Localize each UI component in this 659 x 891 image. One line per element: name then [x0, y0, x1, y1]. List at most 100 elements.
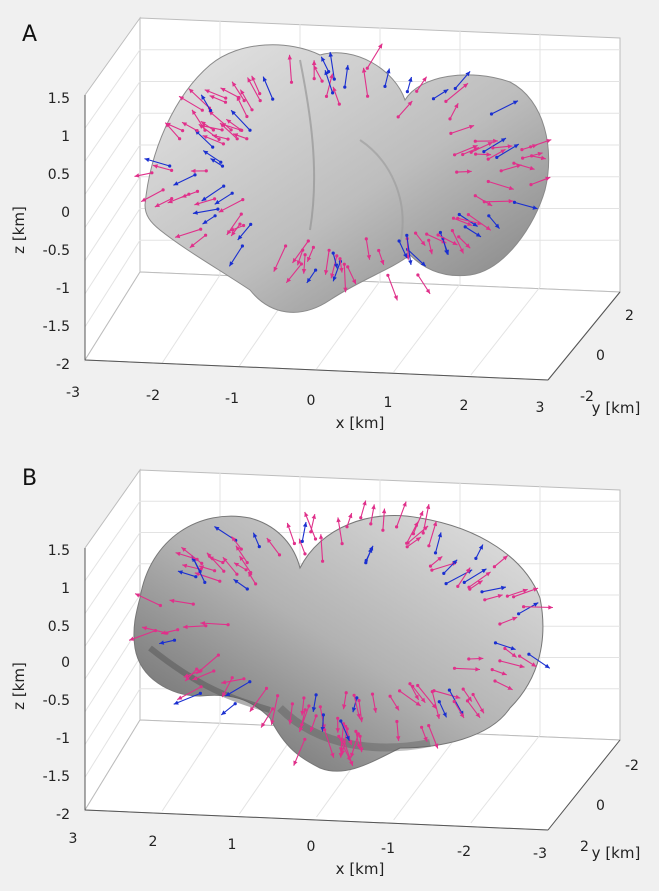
panel-a: A 1.5 1 0.5 0 -0.5 -1 -1 [0, 0, 659, 440]
surface-point [416, 684, 419, 687]
surface-point [487, 180, 490, 183]
surface-point [241, 244, 244, 247]
surface-point [343, 86, 346, 89]
surface-point [211, 146, 214, 149]
surface-point [454, 87, 457, 90]
panel-b: 1.5 1 0.5 0 -0.5 -1 -1.5 -2 3 2 1 0 -1 -… [0, 448, 659, 887]
surface-point [328, 249, 331, 252]
surface-point [458, 213, 461, 216]
surface-point [159, 604, 162, 607]
surface-point [437, 233, 440, 236]
surface-point [512, 162, 515, 165]
surface-point [200, 562, 203, 565]
surface-point [369, 522, 372, 525]
y-tick: 2 [580, 839, 589, 855]
surface-point [254, 582, 257, 585]
surface-point [224, 101, 227, 104]
surface-point [323, 728, 326, 731]
x-tick: -2 [146, 388, 160, 404]
surface-point [248, 129, 251, 132]
y-axis-label: y [km] [592, 399, 641, 417]
surface-point [430, 569, 433, 572]
surface-point [304, 253, 307, 256]
surface-point [442, 572, 445, 575]
surface-point [480, 590, 483, 593]
surface-point [490, 112, 493, 115]
surface-point [487, 158, 490, 161]
surface-point [213, 197, 216, 200]
x-axis-label: x [km] [336, 414, 385, 432]
surface-point [518, 655, 521, 658]
surface-point [406, 90, 409, 93]
surface-point [530, 154, 533, 157]
surface-point [415, 90, 418, 93]
surface-point [240, 129, 243, 132]
surface-point [420, 726, 423, 729]
y-tick: 2 [625, 308, 634, 324]
surface-point [221, 128, 224, 131]
panel-label-a: A [22, 22, 37, 47]
surface-point [517, 612, 520, 615]
surface-point [503, 647, 506, 650]
surface-point [245, 115, 248, 118]
surface-point [483, 598, 486, 601]
surface-point [234, 702, 237, 705]
y-tick: -2 [625, 758, 639, 774]
surface-point [196, 190, 199, 193]
surface-point [165, 632, 168, 635]
x-tick: 3 [69, 831, 78, 847]
surface-point [482, 150, 485, 153]
surface-point [240, 213, 243, 216]
surface-point [303, 552, 306, 555]
surface-point [178, 137, 181, 140]
surface-point [467, 657, 470, 660]
surface-point [366, 67, 369, 70]
surface-point [222, 142, 225, 145]
surface-point [230, 128, 233, 131]
surface-point [491, 146, 494, 149]
z-tick: -0.5 [43, 243, 70, 259]
surface-point [258, 92, 261, 95]
surface-point [205, 169, 208, 172]
surface-point [307, 704, 310, 707]
y-tick: 0 [596, 798, 605, 814]
surface-point [235, 573, 238, 576]
z-tick: -1 [56, 731, 70, 747]
surface-point [397, 115, 400, 118]
surface-point [344, 725, 347, 728]
surface-point [493, 565, 496, 568]
surface-point [445, 582, 448, 585]
x-tick: 1 [228, 837, 237, 853]
surface-point [150, 171, 153, 174]
panel-label-b: B [22, 466, 37, 491]
surface-point [249, 223, 252, 226]
surface-point [453, 700, 456, 703]
x-axis-label: x [km] [336, 860, 385, 878]
surface-point [245, 568, 248, 571]
surface-point [331, 91, 334, 94]
surface-point [416, 273, 419, 276]
surface-point [213, 569, 216, 572]
surface-point [221, 165, 224, 168]
surface-point [203, 581, 206, 584]
surface-point [513, 201, 516, 204]
surface-point [265, 687, 268, 690]
surface-point [405, 234, 408, 237]
surface-point [341, 542, 344, 545]
surface-point [339, 719, 342, 722]
surface-point [162, 188, 165, 191]
z-tick: -1 [56, 281, 70, 297]
surface-point [291, 702, 294, 705]
x-tick: 3 [536, 400, 545, 416]
surface-point [200, 685, 203, 688]
z-tick: -0.5 [43, 693, 70, 709]
z-tick: -2 [56, 357, 70, 373]
surface-point [398, 689, 401, 692]
surface-point [301, 540, 304, 543]
z-tick: 1.5 [48, 91, 70, 107]
surface-point [242, 224, 245, 227]
z-tick: 0 [61, 205, 70, 221]
z-tick: 1 [61, 129, 70, 145]
surface-point [173, 639, 176, 642]
surface-point [498, 659, 501, 662]
